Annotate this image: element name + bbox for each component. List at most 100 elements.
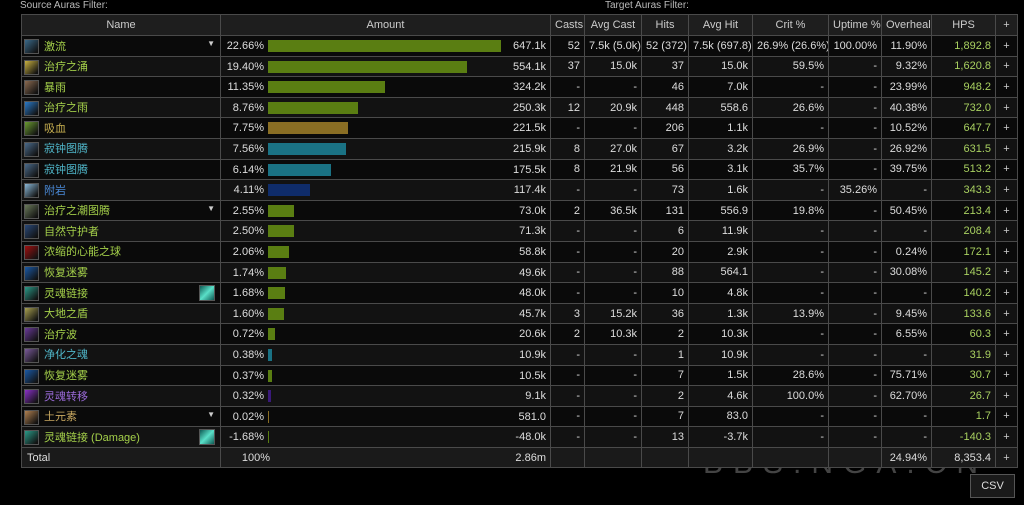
spell-name-cell[interactable]: 恢复迷雾 bbox=[21, 364, 221, 387]
spell-name: 恢复迷雾 bbox=[44, 267, 88, 280]
table-row[interactable]: 激流 ▼ 22.66% 647.1k 52 7.5k (5.0k) 52 (372) 7.5k… bbox=[21, 35, 1018, 57]
amount-cell: 0.37% 10.5k bbox=[220, 364, 551, 387]
add-button[interactable]: + bbox=[995, 364, 1018, 387]
table-row[interactable]: 暴雨 11.35% 324.2k - -46 7.0k - -23.99% 948.2 + bbox=[21, 76, 1018, 98]
spell-name-cell[interactable]: 治疗之涌 bbox=[21, 55, 221, 78]
add-button[interactable]: + bbox=[995, 35, 1018, 57]
table-row[interactable]: 恢复迷雾 0.37% 10.5k - -7 1.5k 28.6% -75.71% 30.7 + bbox=[21, 364, 1018, 387]
hits-cell: 1 bbox=[641, 343, 689, 366]
add-button[interactable]: + bbox=[995, 240, 1018, 263]
casts-cell: - bbox=[550, 76, 585, 98]
spell-name-cell[interactable]: 灵魂链接 (Damage) bbox=[21, 426, 221, 448]
table-row[interactable]: 寂钟图腾 7.56% 215.9k 8 27.0k 67 3.2k 26.9% -26.92% 6… bbox=[21, 137, 1018, 160]
spell-name-cell[interactable]: 土元素 ▼ bbox=[21, 405, 221, 428]
column-header[interactable]: HPS bbox=[931, 14, 996, 36]
spell-name-cell[interactable]: 灵魂转移 bbox=[21, 385, 221, 407]
hps-cell: 30.7 bbox=[931, 364, 996, 387]
column-header[interactable]: Amount bbox=[220, 14, 551, 36]
expand-caret-icon[interactable]: ▼ bbox=[207, 409, 215, 419]
casts-cell: - bbox=[550, 343, 585, 366]
spell-name-cell[interactable]: 灵魂链接 bbox=[21, 282, 221, 304]
add-button[interactable]: + bbox=[995, 405, 1018, 428]
add-button[interactable]: + bbox=[995, 282, 1018, 304]
spell-name-cell[interactable]: 浓缩的心能之球 bbox=[21, 240, 221, 263]
table-row[interactable]: 寂钟图腾 6.14% 175.5k 8 21.9k 56 3.1k 35.7% -39.75% 5… bbox=[21, 158, 1018, 181]
add-button[interactable]: + bbox=[995, 385, 1018, 407]
add-button[interactable]: + bbox=[995, 117, 1018, 139]
table-row[interactable]: 吸血 7.75% 221.5k - -206 1.1k - -10.52% 647.7 + bbox=[21, 117, 1018, 139]
overheal-cell: 50.45% bbox=[881, 199, 932, 222]
add-button[interactable]: + bbox=[995, 446, 1018, 469]
spell-name-cell[interactable]: 寂钟图腾 bbox=[21, 158, 221, 181]
add-button[interactable]: + bbox=[995, 261, 1018, 284]
add-button[interactable]: + bbox=[995, 302, 1018, 325]
spell-name-cell[interactable]: 附岩 bbox=[21, 179, 221, 201]
table-row[interactable]: 附岩 4.11% 117.4k - -73 1.6k -35.26% -343.3 + bbox=[21, 179, 1018, 201]
table-row[interactable]: 灵魂转移 0.32% 9.1k - -2 4.6k 100.0% -62.70% 26.7 + bbox=[21, 385, 1018, 407]
table-row[interactable]: 灵魂链接 (Damage) -1.68% -48.0k - -13 -3.7k - - - -14… bbox=[21, 426, 1018, 448]
add-button[interactable]: + bbox=[995, 199, 1018, 222]
spell-name-cell[interactable]: 暴雨 bbox=[21, 76, 221, 98]
add-button[interactable]: + bbox=[995, 343, 1018, 366]
spell-name-cell[interactable]: 净化之魂 bbox=[21, 343, 221, 366]
avg-cast-cell: - bbox=[584, 76, 642, 98]
table-row[interactable]: 浓缩的心能之球 2.06% 58.8k - -20 2.9k - -0.24% 172.1 + bbox=[21, 240, 1018, 263]
amount-percent: 1.74% bbox=[232, 266, 264, 279]
csv-button[interactable]: CSV bbox=[970, 474, 1015, 498]
spell-name: 寂钟图腾 bbox=[44, 164, 88, 177]
add-button[interactable]: + bbox=[995, 96, 1018, 119]
spell-name-cell[interactable]: 恢复迷雾 bbox=[21, 261, 221, 284]
hits-cell: 2 bbox=[641, 385, 689, 407]
spell-name: 大地之盾 bbox=[44, 308, 88, 321]
add-button[interactable]: + bbox=[995, 323, 1018, 345]
table-row[interactable]: 恢复迷雾 1.74% 49.6k - -88 564.1- -30.08% 145.2 + bbox=[21, 261, 1018, 284]
add-button[interactable]: + bbox=[995, 76, 1018, 98]
spell-name-cell[interactable]: 治疗之潮图腾 ▼ bbox=[21, 199, 221, 222]
spell-name-cell[interactable]: 治疗之雨 bbox=[21, 96, 221, 119]
table-row[interactable]: 自然守护者 2.50% 71.3k - -6 11.9k - - -208.4 + bbox=[21, 220, 1018, 242]
table-row[interactable]: 治疗之雨 8.76% 250.3k 12 20.9k 448 558.6 26.6% -40.3… bbox=[21, 96, 1018, 119]
expand-caret-icon[interactable]: ▼ bbox=[207, 39, 215, 48]
add-button[interactable]: + bbox=[995, 55, 1018, 78]
table-row[interactable]: 治疗之潮图腾 ▼ 2.55% 73.0k 2 36.5k 131 556.9 19.8% -50.… bbox=[21, 199, 1018, 222]
spell-icon bbox=[24, 142, 39, 158]
spell-name-cell[interactable]: 激流 ▼ bbox=[21, 35, 221, 57]
spell-icon bbox=[24, 368, 39, 384]
add-button[interactable]: + bbox=[995, 137, 1018, 160]
casts-cell: 8 bbox=[550, 158, 585, 181]
spell-name: 暴雨 bbox=[44, 81, 66, 94]
table-row[interactable]: 治疗之涌 19.40% 554.1k 37 15.0k 37 15.0k 59.5% -9.32… bbox=[21, 55, 1018, 78]
column-header[interactable]: Crit % bbox=[752, 14, 829, 36]
column-header[interactable]: + bbox=[995, 14, 1018, 36]
spell-name-cell[interactable]: 自然守护者 bbox=[21, 220, 221, 242]
column-header[interactable]: Name bbox=[21, 14, 221, 36]
table-row[interactable]: 土元素 ▼ 0.02% 581.0- -7 83.0- - -1.7 + bbox=[21, 405, 1018, 428]
spell-name-cell[interactable]: 治疗波 bbox=[21, 323, 221, 345]
amount-value: 9.1k bbox=[525, 390, 546, 403]
table-row[interactable]: 治疗波 0.72% 20.6k 2 10.3k 2 10.3k - -6.55% 60.3 + bbox=[21, 323, 1018, 345]
column-header[interactable]: Uptime % bbox=[828, 14, 882, 36]
column-header[interactable]: Casts bbox=[550, 14, 585, 36]
column-header[interactable]: Avg Hit bbox=[688, 14, 753, 36]
hps-cell: 647.7 bbox=[931, 117, 996, 139]
column-header[interactable]: Overheal bbox=[881, 14, 932, 36]
add-button[interactable]: + bbox=[995, 220, 1018, 242]
spell-name-cell[interactable]: 大地之盾 bbox=[21, 302, 221, 325]
expand-caret-icon[interactable]: ▼ bbox=[207, 203, 215, 213]
amount-value: 175.5k bbox=[512, 163, 546, 176]
add-button[interactable]: + bbox=[995, 179, 1018, 201]
table-row[interactable]: 大地之盾 1.60% 45.7k 3 15.2k 36 1.3k 13.9% -9.45% 133… bbox=[21, 302, 1018, 325]
add-button[interactable]: + bbox=[995, 158, 1018, 181]
add-button[interactable]: + bbox=[995, 426, 1018, 448]
table-row[interactable]: 灵魂链接 1.68% 48.0k - -10 4.8k - - -140.2 + bbox=[21, 282, 1018, 304]
spell-name-cell[interactable]: 吸血 bbox=[21, 117, 221, 139]
avg-hit-cell: 7.5k (697.8) bbox=[688, 35, 753, 57]
hps-cell: 213.4 bbox=[931, 199, 996, 222]
avg-hit-cell: 1.6k bbox=[688, 179, 753, 201]
overheal-cell: 11.90% bbox=[881, 35, 932, 57]
table-row[interactable]: 净化之魂 0.38% 10.9k - -1 10.9k - - -31.9 + bbox=[21, 343, 1018, 366]
spell-name-cell[interactable]: 寂钟图腾 bbox=[21, 137, 221, 160]
column-header[interactable]: Avg Cast bbox=[584, 14, 642, 36]
column-header[interactable]: Hits bbox=[641, 14, 689, 36]
crit-cell: 28.6% bbox=[752, 364, 829, 387]
